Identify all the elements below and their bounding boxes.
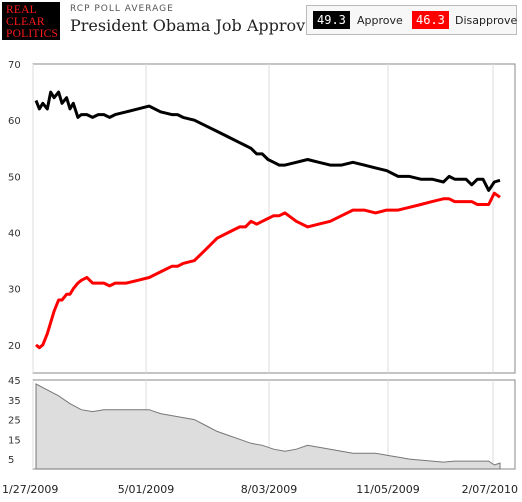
x-tick-label: 8/03/2009 — [241, 483, 297, 496]
header-subtitle: RCP POLL AVERAGE — [70, 4, 174, 14]
main-y-tick-label: 60 — [8, 116, 21, 127]
main-y-tick-label: 70 — [8, 60, 21, 71]
main-y-tick-label: 30 — [8, 285, 21, 296]
spread-y-tick-label: 35 — [8, 396, 21, 407]
logo-line-real: REAL — [6, 4, 37, 16]
x-tick-label: 2/07/2010 — [462, 483, 518, 496]
main-y-tick-label: 20 — [8, 341, 21, 352]
disapprove-value-badge: 46.3 — [412, 11, 449, 29]
main-plot-frame — [32, 63, 516, 374]
approve-series-line — [34, 90, 501, 192]
logo-line-clear: CLEAR — [6, 16, 45, 28]
spread-y-tick-label: 45 — [8, 376, 21, 387]
main-y-tick-label: 50 — [8, 172, 21, 183]
disapprove-series-line — [35, 191, 501, 350]
approve-label: Approve — [357, 14, 403, 27]
spread-y-tick-label: 15 — [8, 435, 21, 446]
legend: 49.3 Approve 46.3 Disapprove — [306, 5, 517, 35]
approve-value-badge: 49.3 — [313, 11, 350, 29]
page-title: President Obama Job Approval — [70, 16, 320, 35]
x-tick-label: 11/05/2009 — [356, 483, 419, 496]
spread-y-tick-label: 5 — [8, 455, 14, 466]
spread-y-tick-label: 25 — [8, 416, 21, 427]
rcp-logo[interactable]: REAL CLEAR POLITICS — [2, 2, 60, 40]
main-y-tick-label: 40 — [8, 229, 21, 240]
x-tick-label: 1/27/2009 — [2, 483, 58, 496]
spread-area — [35, 383, 501, 470]
x-tick-label: 5/01/2009 — [118, 483, 174, 496]
logo-line-politics: POLITICS — [6, 28, 59, 40]
disapprove-label: Disapprove — [455, 14, 518, 27]
